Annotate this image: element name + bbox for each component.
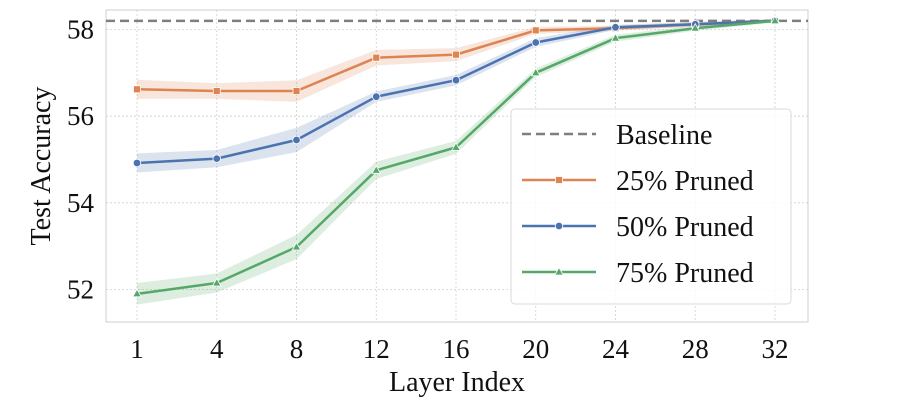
legend-label: 25% Pruned bbox=[616, 166, 754, 197]
point-25-pruned bbox=[133, 85, 141, 94]
y-axis-label: Test Accuracy bbox=[26, 87, 57, 246]
point-75-pruned bbox=[451, 142, 461, 151]
legend-marker bbox=[554, 221, 564, 231]
point-75-pruned bbox=[211, 277, 222, 287]
x-tick-labels: 1 4 8 12 16 20 24 28 32 bbox=[130, 334, 788, 364]
x-tick-label: 1 bbox=[130, 334, 144, 364]
legend-box bbox=[510, 108, 792, 305]
point-25-pruned bbox=[452, 50, 460, 59]
x-tick-label: 20 bbox=[522, 334, 549, 364]
point-25-pruned bbox=[212, 87, 221, 95]
point-50-pruned bbox=[611, 23, 620, 32]
band-25-pruned bbox=[137, 19, 775, 102]
point-75-pruned bbox=[770, 15, 780, 25]
legend-items: Baseline 25% Pruned 50% Pruned 75% Pruned bbox=[522, 120, 754, 289]
point-25-pruned bbox=[292, 87, 301, 95]
point-75-pruned bbox=[690, 22, 701, 32]
legend-label: 75% Pruned bbox=[616, 258, 754, 289]
x-axis-label: Layer Index bbox=[389, 367, 525, 398]
y-tick-label: 54 bbox=[67, 188, 95, 218]
point-75-pruned bbox=[530, 67, 541, 77]
point-50-pruned bbox=[212, 154, 221, 163]
point-75-pruned bbox=[291, 241, 302, 251]
point-75-pruned bbox=[371, 165, 382, 174]
x-tick-label: 8 bbox=[290, 334, 304, 364]
band-50-pruned bbox=[137, 19, 775, 173]
x-tick-label: 4 bbox=[210, 334, 224, 364]
legend: Baseline 25% Pruned 50% Pruned 75% Pruned bbox=[510, 108, 792, 305]
y-tick-label: 56 bbox=[67, 101, 94, 131]
y-tick-labels: 52 54 56 58 bbox=[67, 15, 95, 305]
point-50-pruned bbox=[372, 92, 381, 101]
legend-label: Baseline bbox=[616, 120, 712, 151]
legend-label: 50% Pruned bbox=[616, 212, 754, 243]
y-tick-label: 52 bbox=[67, 275, 94, 305]
point-75-pruned bbox=[610, 32, 621, 42]
point-50-pruned bbox=[292, 135, 301, 145]
x-tick-label: 16 bbox=[443, 334, 470, 364]
point-50-pruned bbox=[531, 38, 540, 47]
point-50-pruned bbox=[451, 75, 461, 85]
y-tick-label: 58 bbox=[67, 15, 94, 45]
series-markers bbox=[132, 15, 780, 298]
legend-marker bbox=[554, 266, 564, 276]
legend-marker bbox=[555, 176, 563, 184]
x-tick-label: 12 bbox=[363, 334, 390, 364]
x-tick-label: 24 bbox=[602, 334, 630, 364]
x-tick-label: 32 bbox=[762, 334, 789, 364]
point-25-pruned bbox=[531, 26, 540, 35]
point-50-pruned bbox=[132, 158, 142, 168]
point-75-pruned bbox=[132, 288, 142, 298]
x-tick-label: 28 bbox=[682, 334, 709, 364]
confidence-bands bbox=[137, 19, 775, 305]
point-25-pruned bbox=[372, 53, 381, 62]
band-75-pruned bbox=[137, 19, 775, 305]
plot-frame bbox=[105, 9, 809, 323]
